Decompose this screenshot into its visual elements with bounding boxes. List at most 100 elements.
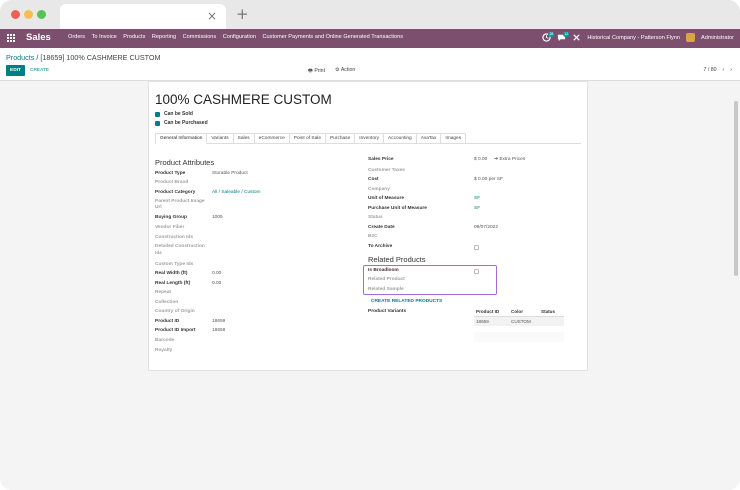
- debug-close-icon[interactable]: [572, 33, 581, 42]
- minimize-window-dot[interactable]: [24, 10, 33, 19]
- tab-close-icon[interactable]: ×: [206, 9, 217, 23]
- print-label: Print: [314, 68, 326, 74]
- table-row[interactable]: 18659 CUSTOM: [474, 317, 564, 326]
- create-button[interactable]: CREATE: [30, 68, 50, 73]
- uom-value[interactable]: SF: [474, 196, 481, 201]
- maximize-window-dot[interactable]: [37, 10, 46, 19]
- menu-commissions[interactable]: Commissions: [182, 34, 217, 40]
- product-id-import-label: Product ID Import: [155, 328, 196, 333]
- purchase-uom-value[interactable]: SF: [474, 206, 481, 211]
- breadcrumb-separator: /: [34, 53, 41, 62]
- tab-accounting[interactable]: Accounting: [382, 133, 417, 143]
- browser-tab[interactable]: ×: [60, 4, 226, 29]
- highlight-box: [363, 265, 497, 295]
- menu-to-invoice[interactable]: To Invoice: [91, 34, 117, 40]
- company-label: Company: [368, 187, 390, 192]
- product-category-value[interactable]: All / Saleable / Custom: [212, 190, 261, 195]
- breadcrumb: Products / [18659] 100% CASHMERE CUSTOM: [6, 53, 160, 62]
- create-related-products-button[interactable]: CREATE RELATED PRODUCTS: [371, 299, 443, 304]
- tab-sales[interactable]: Sales: [232, 133, 255, 143]
- product-type-value[interactable]: Storable Product: [212, 171, 248, 176]
- status-label: Status: [368, 215, 383, 220]
- menu-orders[interactable]: Orders: [68, 34, 86, 40]
- product-name: 100% CASHMERE CUSTOM: [155, 92, 332, 107]
- page-scrollbar[interactable]: [733, 81, 738, 486]
- close-window-dot[interactable]: [11, 10, 20, 19]
- pager-next-icon[interactable]: ›: [730, 67, 732, 73]
- sales-price-value[interactable]: $ 0.00: [474, 157, 488, 162]
- action-menus: 🖶 Print ⚙ Action: [308, 67, 355, 76]
- create-date-value[interactable]: 09/07/2022: [474, 225, 499, 230]
- product-type-row: Product Type Storable Product: [155, 171, 248, 177]
- is-broadloom-checkbox[interactable]: [474, 268, 479, 274]
- variants-table: Product ID Color Status 18659 CUSTOM: [474, 309, 564, 342]
- user-menu[interactable]: Administrator: [701, 34, 734, 41]
- menu-products[interactable]: Products: [123, 34, 146, 40]
- extra-prices-button[interactable]: ➔ Extra Prices: [494, 157, 525, 163]
- apps-grid-icon[interactable]: [7, 34, 15, 42]
- custom-type-ids-label: Custom Type Ids: [155, 262, 194, 267]
- pager-prev-icon[interactable]: ‹: [722, 67, 725, 73]
- cost-value[interactable]: $ 0.00 per SF: [474, 177, 504, 182]
- print-menu[interactable]: 🖶 Print: [308, 67, 325, 76]
- can-be-sold-field: Can be Sold: [155, 111, 193, 117]
- sales-price-label: Sales Price: [368, 157, 394, 162]
- product-id-value[interactable]: 18659: [212, 319, 226, 324]
- real-length-value[interactable]: 0.00: [212, 281, 222, 286]
- main-menu: Orders To Invoice Products Reporting Com…: [68, 34, 403, 40]
- sales-price-row: Sales Price $ 0.00 ➔ Extra Prices: [368, 157, 525, 163]
- tab-inventory[interactable]: Inventory: [354, 133, 384, 143]
- tab-point-of-sale[interactable]: Point of Sale: [288, 133, 326, 143]
- tab-ecommerce[interactable]: eCommerce: [253, 133, 290, 143]
- arrow-right-icon: ➔: [494, 157, 500, 162]
- detailed-construction-label: Detailed Construction: [155, 244, 205, 249]
- tab-images[interactable]: Images: [440, 133, 467, 143]
- menu-customer-payments[interactable]: Customer Payments and Online Generated T…: [262, 34, 404, 40]
- scrollbar-thumb[interactable]: [734, 101, 738, 276]
- to-archive-checkbox[interactable]: [474, 244, 479, 250]
- is-broadloom-label: Is Broadloom: [368, 268, 399, 273]
- real-width-row: Real Width (ft) 0.00: [155, 271, 221, 277]
- buying-group-value[interactable]: 1005: [212, 215, 223, 220]
- real-length-row: Real Length (ft) 0.00: [155, 281, 221, 287]
- new-tab-icon[interactable]: +: [236, 5, 249, 23]
- messages-badge: 12: [563, 32, 570, 37]
- real-length-label: Real Length (ft): [155, 281, 191, 286]
- product-id-import-value[interactable]: 18658: [212, 328, 226, 333]
- action-menu[interactable]: ⚙ Action: [335, 67, 355, 76]
- product-brand-label: Product Brand: [155, 180, 189, 185]
- variants-col-status[interactable]: Status: [541, 309, 556, 314]
- company-switcher[interactable]: Historical Company - Patterson Flynn: [587, 34, 681, 41]
- variant-color: CUSTOM: [511, 319, 531, 324]
- messages-icon[interactable]: 12: [557, 32, 570, 42]
- tab-avatax[interactable]: AvaTax: [415, 133, 442, 143]
- form-tabs: General Information Variants Sales eComm…: [155, 133, 581, 144]
- variants-col-product-id[interactable]: Product ID: [476, 309, 500, 314]
- can-be-sold-label: Can be Sold: [164, 111, 193, 117]
- repeat-label: Repeat: [155, 290, 171, 295]
- browser-chrome: × +: [0, 0, 740, 29]
- pager-value[interactable]: 7 / 80: [703, 67, 717, 73]
- gear-icon: ⚙: [335, 67, 341, 73]
- tab-variants[interactable]: Variants: [206, 133, 234, 143]
- can-be-sold-checkbox[interactable]: [155, 111, 160, 117]
- app-brand[interactable]: Sales: [26, 32, 51, 43]
- tab-purchase[interactable]: Purchase: [324, 133, 356, 143]
- related-products-title: Related Products: [368, 255, 426, 264]
- parent-image-label: Parent Product Image: [155, 199, 205, 204]
- breadcrumb-products[interactable]: Products: [6, 53, 35, 62]
- tab-general-information[interactable]: General Information: [155, 133, 208, 144]
- user-avatar[interactable]: [686, 33, 696, 42]
- variants-col-color[interactable]: Color: [511, 309, 523, 314]
- variants-footer: [474, 332, 564, 342]
- menu-reporting[interactable]: Reporting: [151, 34, 177, 40]
- uom-label: Unit of Measure: [368, 196, 404, 201]
- can-be-purchased-checkbox[interactable]: [155, 120, 160, 126]
- form-view: 100% CASHMERE CUSTOM Can be Sold Can be …: [0, 81, 740, 490]
- edit-button[interactable]: EDIT: [6, 65, 25, 76]
- related-sample-label: Related Sample: [368, 287, 404, 292]
- construction-ids-label: Construction Ids: [155, 235, 194, 240]
- activity-icon[interactable]: 28: [542, 32, 555, 42]
- real-width-value[interactable]: 0.00: [212, 271, 222, 276]
- menu-configuration[interactable]: Configuration: [222, 34, 256, 40]
